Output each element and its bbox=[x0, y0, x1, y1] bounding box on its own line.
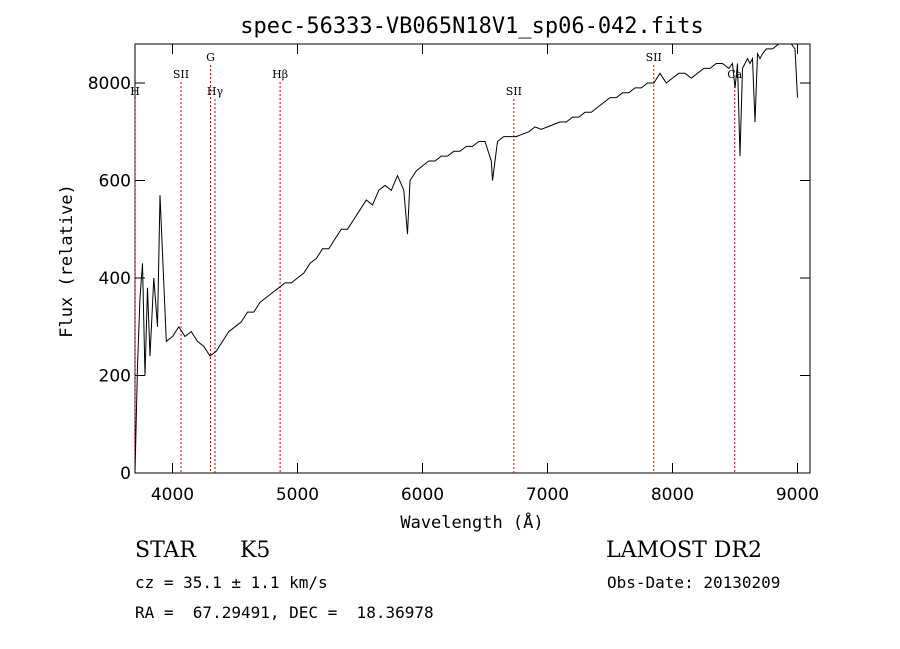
spectrum-line bbox=[134, 43, 798, 474]
survey-release: LAMOST DR2 bbox=[606, 538, 762, 563]
chart-title: spec-56333-VB065N18V1_sp06-042.fits bbox=[240, 14, 704, 39]
x-tick-label: 7000 bbox=[526, 485, 569, 505]
y-axis: 0 200 400 600 8000 bbox=[88, 74, 810, 484]
line-marker-label: H bbox=[130, 85, 140, 98]
line-marker-label: Hγ bbox=[207, 85, 224, 98]
x-tick-label: 4000 bbox=[151, 485, 194, 505]
observation-date: Obs-Date: 20130209 bbox=[607, 573, 781, 592]
object-subclass: K5 bbox=[240, 538, 271, 563]
sky-coordinates: RA = 67.29491, DEC = 18.36978 bbox=[135, 603, 434, 622]
line-marker-label: SII bbox=[646, 51, 662, 64]
y-tick-label: 600 bbox=[99, 172, 131, 192]
x-tick-label: 6000 bbox=[401, 485, 444, 505]
x-axis-label: Wavelength (Å) bbox=[400, 511, 543, 533]
x-tick-label: 8000 bbox=[651, 485, 694, 505]
y-axis-label: Flux (relative) bbox=[57, 184, 77, 338]
y-tick-label: 400 bbox=[99, 269, 131, 289]
line-marker-label: SII bbox=[506, 85, 522, 98]
x-tick-label: 9000 bbox=[776, 485, 819, 505]
spectral-line-markers: H SII G Hγ Hβ SII SII Ca bbox=[130, 51, 743, 473]
x-tick-label: 5000 bbox=[276, 485, 319, 505]
y-tick-label: 8000 bbox=[88, 74, 131, 94]
redshift-readout: cz = 35.1 ± 1.1 km/s bbox=[135, 573, 328, 592]
line-marker-label: Ca bbox=[727, 68, 742, 81]
y-tick-label: 0 bbox=[120, 464, 131, 484]
line-marker-label: Hβ bbox=[272, 68, 288, 81]
plot-frame bbox=[134, 43, 811, 474]
y-tick-label: 200 bbox=[99, 367, 131, 387]
line-marker-label: G bbox=[206, 51, 215, 64]
line-marker-label: SII bbox=[173, 68, 189, 81]
x-axis: 4000 5000 6000 7000 8000 9000 bbox=[151, 44, 819, 505]
object-class: STAR bbox=[135, 538, 196, 563]
